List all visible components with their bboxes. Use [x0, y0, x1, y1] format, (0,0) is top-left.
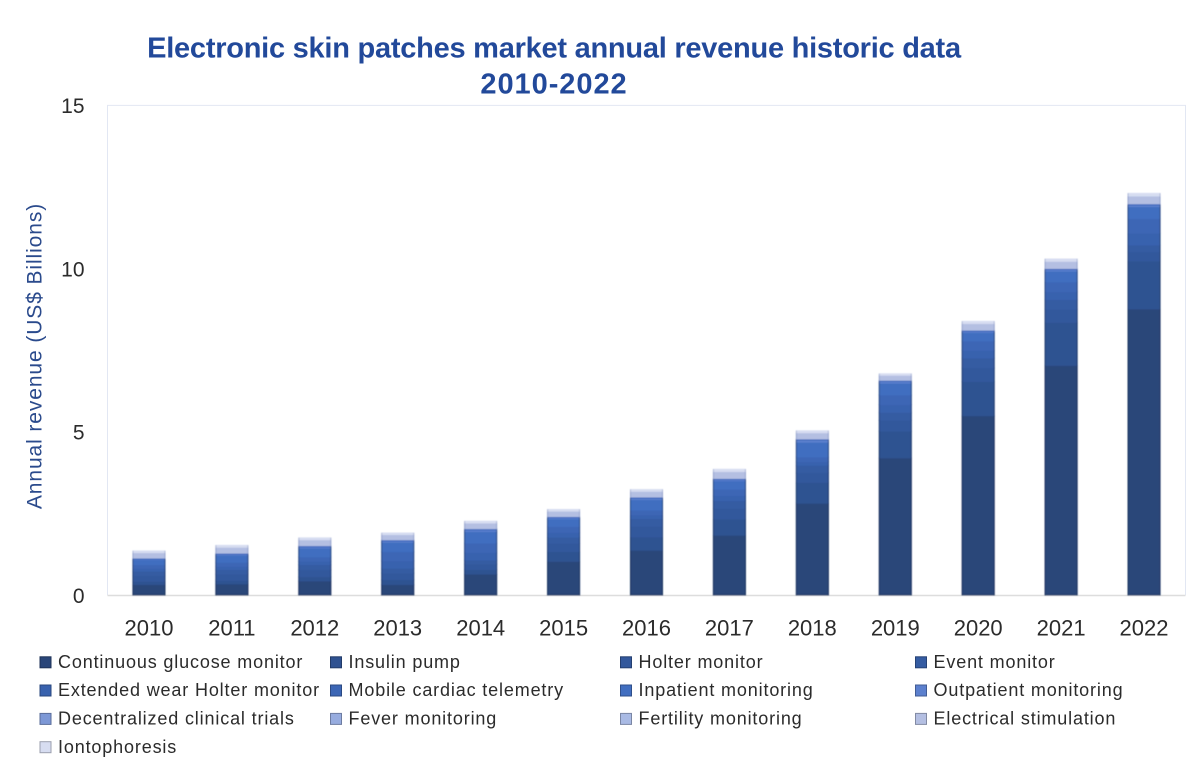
svg-text:Holter monitor: Holter monitor [639, 652, 764, 672]
svg-text:Insulin pump: Insulin pump [349, 652, 461, 672]
svg-text:2021: 2021 [1037, 616, 1086, 641]
svg-text:2014: 2014 [456, 616, 505, 641]
svg-text:Fever monitoring: Fever monitoring [349, 709, 498, 729]
svg-text:Continuous glucose monitor: Continuous glucose monitor [58, 652, 303, 672]
svg-text:2022: 2022 [1120, 616, 1169, 641]
svg-text:2016: 2016 [622, 616, 671, 641]
svg-text:Fertility monitoring: Fertility monitoring [639, 709, 803, 729]
svg-text:2013: 2013 [373, 616, 422, 641]
svg-text:Annual revenue (US$ Billions): Annual revenue (US$ Billions) [24, 203, 47, 509]
svg-text:Decentralized clinical trials: Decentralized clinical trials [58, 709, 295, 729]
svg-text:2017: 2017 [705, 616, 754, 641]
svg-text:2018: 2018 [788, 616, 837, 641]
svg-text:2012: 2012 [290, 616, 339, 641]
svg-text:Electrical stimulation: Electrical stimulation [934, 709, 1117, 729]
svg-text:Electronic skin patches market: Electronic skin patches market annual re… [147, 33, 962, 65]
svg-text:Outpatient monitoring: Outpatient monitoring [934, 680, 1124, 700]
svg-text:5: 5 [73, 422, 85, 445]
svg-text:15: 15 [61, 95, 84, 118]
svg-text:2011: 2011 [208, 616, 255, 641]
svg-text:2010-2022: 2010-2022 [480, 68, 627, 100]
svg-text:2010: 2010 [125, 616, 174, 641]
svg-text:0: 0 [73, 585, 85, 608]
svg-text:2019: 2019 [871, 616, 920, 641]
svg-text:Inpatient monitoring: Inpatient monitoring [639, 680, 814, 700]
svg-text:2015: 2015 [539, 616, 588, 641]
svg-text:Event monitor: Event monitor [934, 652, 1056, 672]
svg-text:Iontophoresis: Iontophoresis [58, 737, 177, 757]
svg-text:10: 10 [61, 258, 84, 281]
svg-text:Extended wear Holter monitor: Extended wear Holter monitor [58, 680, 320, 700]
svg-text:2020: 2020 [954, 616, 1003, 641]
svg-text:Mobile cardiac telemetry: Mobile cardiac telemetry [349, 680, 564, 700]
